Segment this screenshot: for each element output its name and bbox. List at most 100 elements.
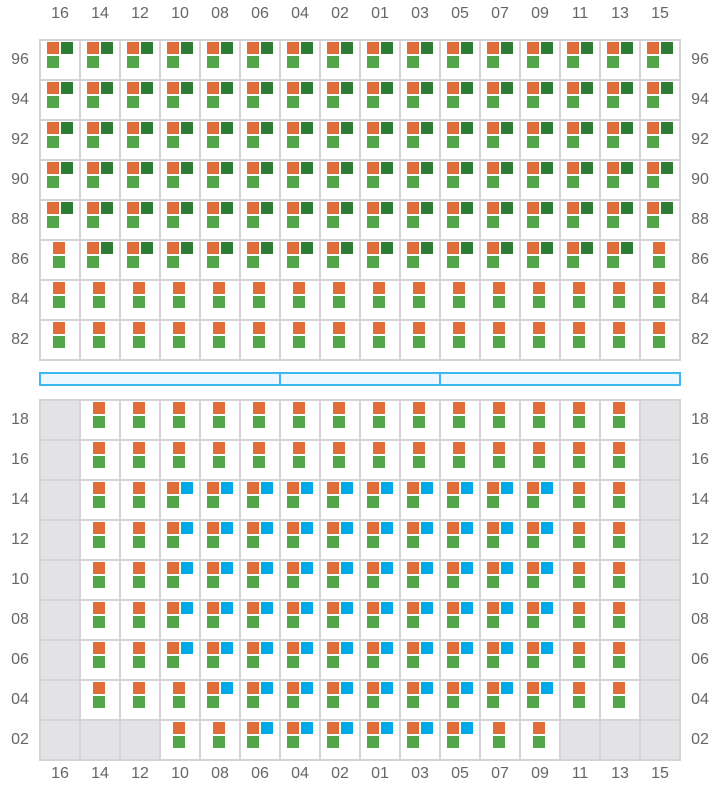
- grid-cell[interactable]: [441, 81, 479, 119]
- grid-cell[interactable]: [201, 681, 239, 719]
- grid-cell[interactable]: [481, 401, 519, 439]
- grid-cell[interactable]: [281, 241, 319, 279]
- grid-cell[interactable]: [361, 681, 399, 719]
- grid-cell[interactable]: [401, 281, 439, 319]
- grid-cell[interactable]: [481, 641, 519, 679]
- grid-cell[interactable]: [641, 41, 679, 79]
- grid-cell[interactable]: [481, 121, 519, 159]
- grid-cell[interactable]: [601, 681, 639, 719]
- grid-cell[interactable]: [201, 121, 239, 159]
- grid-cell[interactable]: [41, 81, 79, 119]
- grid-cell[interactable]: [561, 681, 599, 719]
- grid-cell[interactable]: [481, 441, 519, 479]
- grid-cell[interactable]: [321, 401, 359, 439]
- grid-cell[interactable]: [561, 601, 599, 639]
- grid-cell[interactable]: [321, 241, 359, 279]
- grid-cell[interactable]: [561, 241, 599, 279]
- grid-cell[interactable]: [241, 281, 279, 319]
- grid-cell[interactable]: [81, 521, 119, 559]
- grid-cell[interactable]: [521, 161, 559, 199]
- grid-cell[interactable]: [521, 41, 559, 79]
- grid-cell[interactable]: [361, 481, 399, 519]
- grid-cell[interactable]: [441, 561, 479, 599]
- grid-cell[interactable]: [481, 681, 519, 719]
- grid-cell[interactable]: [481, 281, 519, 319]
- grid-cell[interactable]: [81, 401, 119, 439]
- grid-cell[interactable]: [521, 481, 559, 519]
- grid-cell[interactable]: [601, 161, 639, 199]
- grid-cell[interactable]: [241, 681, 279, 719]
- grid-cell[interactable]: [201, 81, 239, 119]
- grid-cell[interactable]: [641, 321, 679, 359]
- grid-cell[interactable]: [641, 121, 679, 159]
- grid-cell[interactable]: [241, 601, 279, 639]
- grid-cell[interactable]: [601, 481, 639, 519]
- grid-cell[interactable]: [561, 521, 599, 559]
- grid-cell[interactable]: [401, 121, 439, 159]
- grid-cell[interactable]: [41, 161, 79, 199]
- grid-cell[interactable]: [601, 521, 639, 559]
- grid-cell[interactable]: [241, 641, 279, 679]
- grid-cell[interactable]: [601, 201, 639, 239]
- grid-cell[interactable]: [241, 401, 279, 439]
- grid-cell[interactable]: [521, 241, 559, 279]
- grid-cell[interactable]: [521, 121, 559, 159]
- grid-cell[interactable]: [601, 241, 639, 279]
- grid-cell[interactable]: [201, 161, 239, 199]
- grid-cell[interactable]: [481, 521, 519, 559]
- grid-cell[interactable]: [441, 281, 479, 319]
- grid-cell[interactable]: [241, 41, 279, 79]
- grid-cell[interactable]: [81, 201, 119, 239]
- grid-cell[interactable]: [161, 641, 199, 679]
- grid-cell[interactable]: [521, 521, 559, 559]
- grid-cell[interactable]: [561, 401, 599, 439]
- grid-cell[interactable]: [441, 681, 479, 719]
- grid-cell[interactable]: [601, 401, 639, 439]
- grid-cell[interactable]: [601, 601, 639, 639]
- grid-cell[interactable]: [281, 641, 319, 679]
- grid-cell[interactable]: [81, 281, 119, 319]
- grid-cell[interactable]: [641, 161, 679, 199]
- grid-cell[interactable]: [441, 161, 479, 199]
- grid-cell[interactable]: [481, 201, 519, 239]
- grid-cell[interactable]: [121, 601, 159, 639]
- grid-cell[interactable]: [521, 641, 559, 679]
- grid-cell[interactable]: [121, 641, 159, 679]
- grid-cell[interactable]: [201, 441, 239, 479]
- grid-cell[interactable]: [81, 81, 119, 119]
- grid-cell[interactable]: [601, 321, 639, 359]
- grid-cell[interactable]: [281, 601, 319, 639]
- grid-cell[interactable]: [321, 161, 359, 199]
- grid-cell[interactable]: [441, 121, 479, 159]
- grid-cell[interactable]: [481, 601, 519, 639]
- grid-cell[interactable]: [201, 561, 239, 599]
- grid-cell[interactable]: [281, 521, 319, 559]
- grid-cell[interactable]: [401, 481, 439, 519]
- grid-cell[interactable]: [561, 481, 599, 519]
- grid-cell[interactable]: [361, 41, 399, 79]
- grid-cell[interactable]: [281, 441, 319, 479]
- grid-cell[interactable]: [161, 201, 199, 239]
- grid-cell[interactable]: [401, 521, 439, 559]
- grid-cell[interactable]: [401, 241, 439, 279]
- grid-cell[interactable]: [201, 601, 239, 639]
- grid-cell[interactable]: [561, 281, 599, 319]
- grid-cell[interactable]: [481, 81, 519, 119]
- grid-cell[interactable]: [361, 561, 399, 599]
- grid-cell[interactable]: [121, 41, 159, 79]
- grid-cell[interactable]: [201, 41, 239, 79]
- grid-cell[interactable]: [441, 201, 479, 239]
- grid-cell[interactable]: [161, 81, 199, 119]
- grid-cell[interactable]: [601, 121, 639, 159]
- grid-cell[interactable]: [281, 561, 319, 599]
- grid-cell[interactable]: [241, 241, 279, 279]
- grid-cell[interactable]: [241, 81, 279, 119]
- grid-cell[interactable]: [41, 241, 79, 279]
- grid-cell[interactable]: [361, 281, 399, 319]
- grid-cell[interactable]: [161, 681, 199, 719]
- grid-cell[interactable]: [521, 281, 559, 319]
- grid-cell[interactable]: [321, 321, 359, 359]
- grid-cell[interactable]: [81, 641, 119, 679]
- grid-cell[interactable]: [641, 201, 679, 239]
- grid-cell[interactable]: [321, 281, 359, 319]
